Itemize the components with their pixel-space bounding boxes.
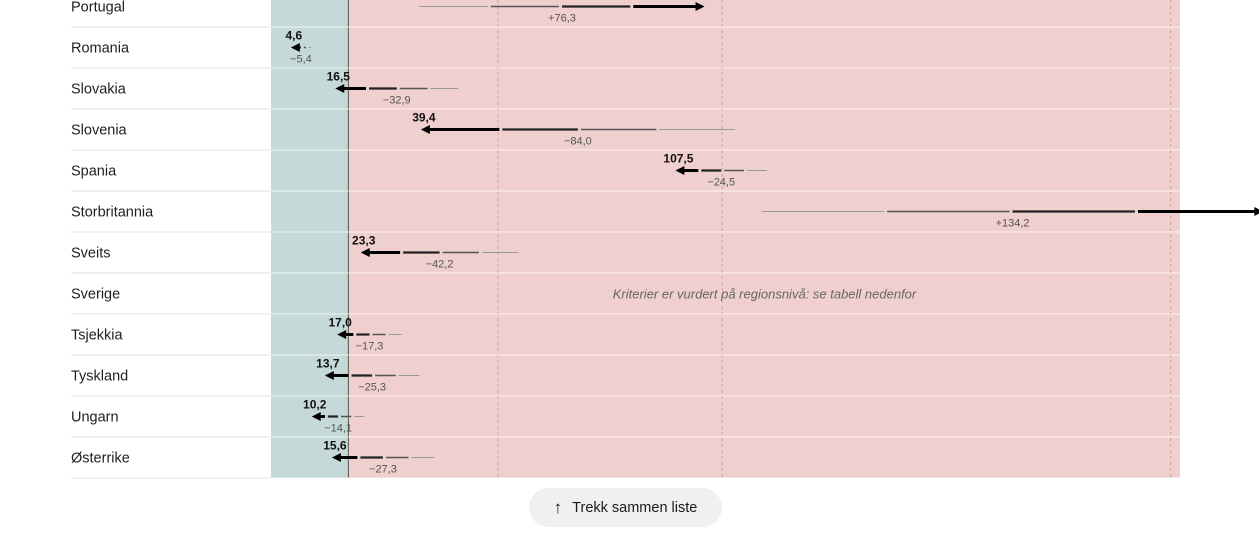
value-label: 39,4 [412, 111, 436, 125]
arrowhead [695, 2, 705, 11]
country-label: Portugal [71, 0, 125, 16]
value-label: 17,0 [328, 316, 352, 330]
country-label: Romania [71, 41, 130, 57]
arrowhead [311, 412, 321, 421]
country-label: Storbritannia [71, 205, 154, 221]
change-label: −84,0 [564, 136, 592, 148]
arrowhead [675, 166, 685, 175]
value-label: 16,5 [327, 70, 351, 84]
country-label: Tyskland [71, 369, 128, 385]
country-label: Tsjekkia [71, 328, 124, 344]
value-label: 15,6 [323, 439, 347, 453]
change-label: −5,4 [290, 54, 312, 66]
country-label: Østerrike [71, 451, 130, 467]
country-label: Slovakia [71, 82, 127, 98]
value-label: 10,2 [303, 398, 327, 412]
change-label: −17,3 [356, 341, 384, 353]
arrowhead [324, 371, 334, 380]
change-label: +134,2 [996, 218, 1030, 230]
arrowhead [337, 330, 347, 339]
country-label: Sverige [71, 287, 120, 303]
country-label: Slovenia [71, 123, 128, 139]
collapse-list-button[interactable]: ↑ Trekk sammen liste [529, 488, 722, 527]
change-label: −42,2 [426, 259, 454, 271]
arrowhead [335, 84, 345, 93]
arrow-up-icon: ↑ [553, 498, 563, 517]
red-zone [348, 0, 1181, 478]
country-label: Sveits [71, 246, 111, 262]
change-label: −14,1 [324, 423, 352, 435]
arrowhead [420, 125, 430, 134]
arrowhead [290, 43, 300, 52]
change-label: −25,3 [358, 382, 386, 394]
arrowhead [331, 453, 341, 462]
country-label: Spania [71, 164, 117, 180]
arrow-chart: Portugal +76,3 Romania 4,6 −5,4 Slovakia 16,5 −… [71, 0, 1259, 479]
value-label: 23,3 [352, 234, 376, 248]
change-label: −24,5 [707, 177, 735, 189]
value-label: 107,5 [663, 152, 693, 166]
arrowhead [360, 248, 370, 257]
row-note: Kriterier er vurdert på regionsnivå: se … [613, 287, 917, 302]
arrowhead [1254, 207, 1259, 216]
change-label: +76,3 [548, 13, 576, 25]
country-label: Ungarn [71, 410, 119, 426]
value-label: 13,7 [316, 357, 340, 371]
green-zone [271, 0, 349, 478]
change-label: −27,3 [369, 464, 397, 476]
change-label: −32,9 [383, 95, 411, 107]
collapse-list-label: Trekk sammen liste [572, 499, 698, 516]
value-label: 4,6 [285, 29, 302, 43]
